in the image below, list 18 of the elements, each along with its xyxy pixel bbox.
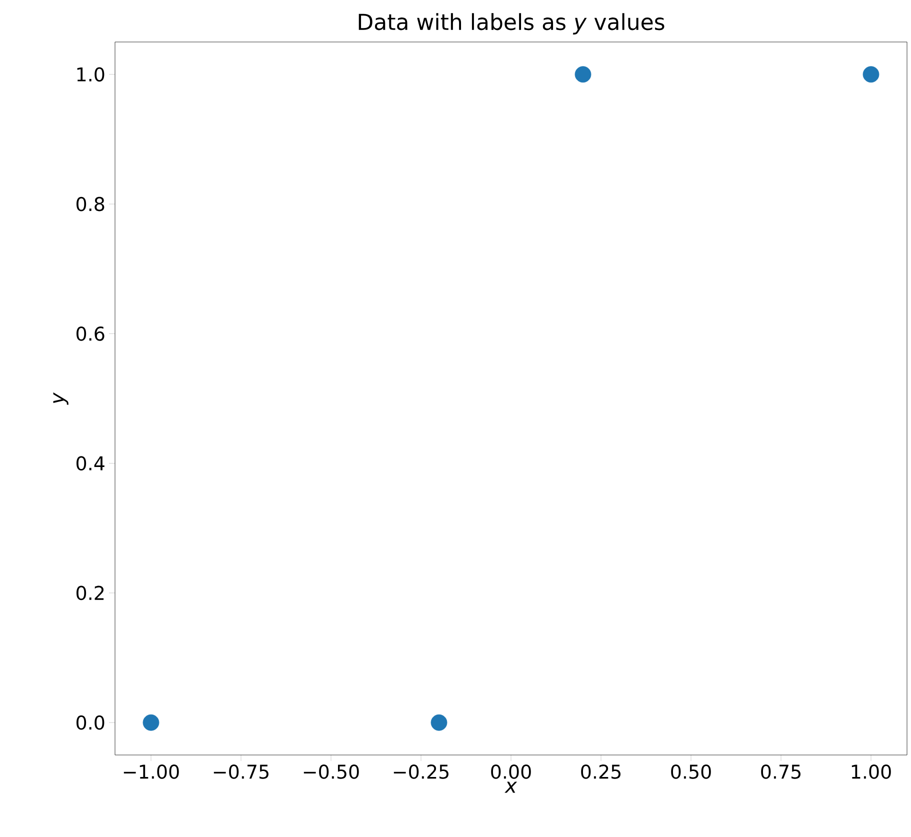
x-tick-label: 0.25 [581, 764, 620, 779]
x-tick-label: 0.50 [671, 764, 711, 779]
y-tick-label: 0.2 [76, 586, 104, 600]
y-tick-label: 0.8 [76, 196, 104, 212]
x-tick-label: −0.50 [304, 764, 359, 779]
y-tick-label: 0.0 [76, 715, 104, 730]
x-tick-label: 0.00 [491, 764, 531, 779]
y-axis-title: y [53, 392, 68, 405]
y-tick-label: 0.4 [76, 456, 104, 470]
x-tick-label: 0.75 [761, 764, 800, 779]
x-tick-label: −0.25 [394, 764, 448, 779]
x-axis-title: x [504, 782, 518, 793]
y-tick-label: 0.6 [76, 326, 104, 341]
x-tick-label: −1.00 [124, 764, 179, 779]
y-tick-label: 1.0 [77, 67, 104, 82]
x-tick-label: 1.00 [852, 764, 891, 779]
x-tick-label: −0.75 [214, 764, 268, 779]
chart-title: Data with labels as y values [358, 13, 664, 34]
